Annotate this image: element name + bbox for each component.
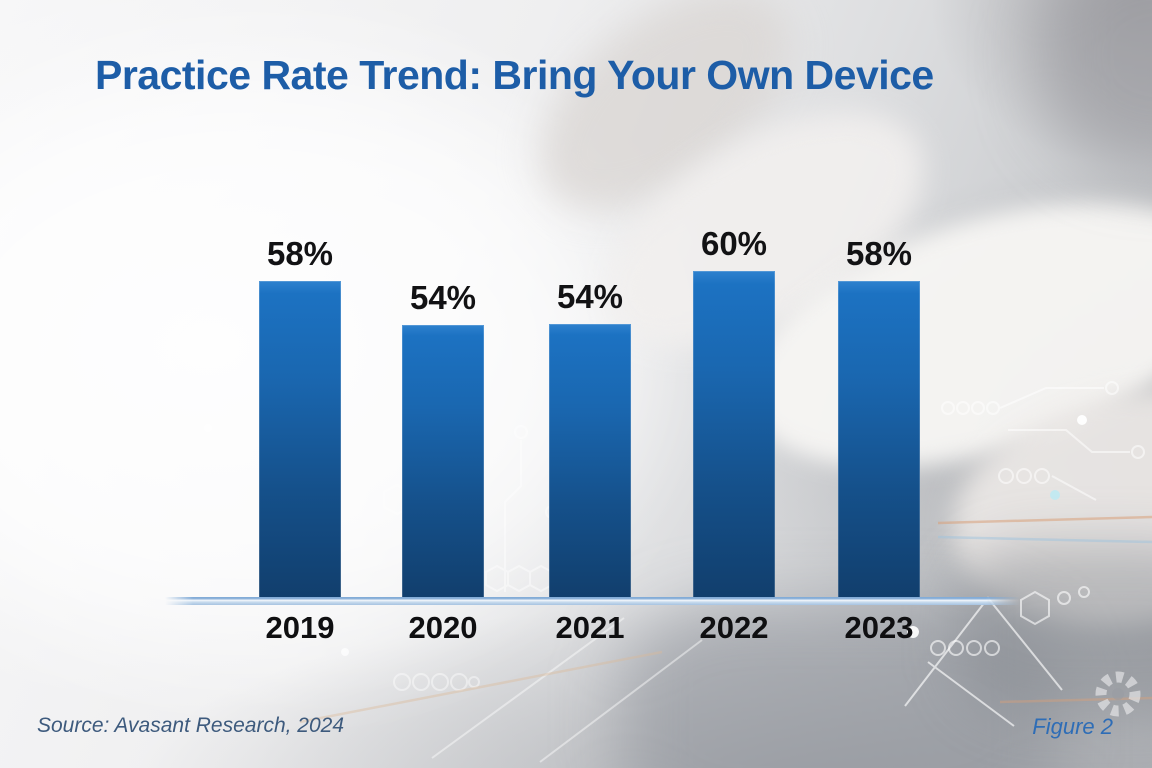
bar-value-label: 54% <box>556 278 624 315</box>
bar-value-label: 60% <box>700 225 768 262</box>
x-axis-label-2022: 2022 <box>699 610 769 645</box>
bar-group-2019: 58% <box>259 235 341 600</box>
bar-value-label: 54% <box>409 279 477 316</box>
x-axis-label-2019: 2019 <box>265 610 335 645</box>
bar-group-2023: 58% <box>838 235 920 600</box>
x-axis-label-2021: 2021 <box>555 610 625 645</box>
bar-2021 <box>549 324 631 600</box>
bar-value-label: 58% <box>845 235 913 272</box>
x-axis-label-2020: 2020 <box>408 610 478 645</box>
chart-title: Practice Rate Trend: Bring Your Own Devi… <box>95 52 934 98</box>
bar-group-2021: 54% <box>549 278 631 600</box>
bar-group-2022: 60% <box>693 225 775 600</box>
bar-group-2020: 54% <box>402 279 484 600</box>
figure-label: Figure 2 <box>1032 714 1113 739</box>
axis-baseline <box>165 597 1020 605</box>
bar-value-label: 58% <box>266 235 334 272</box>
source-note: Source: Avasant Research, 2024 <box>37 714 345 737</box>
x-axis-label-2023: 2023 <box>844 610 914 645</box>
bar-2022 <box>693 271 775 600</box>
bar-2020 <box>402 325 484 600</box>
bar-2023 <box>838 281 920 600</box>
bar-2019 <box>259 281 341 600</box>
